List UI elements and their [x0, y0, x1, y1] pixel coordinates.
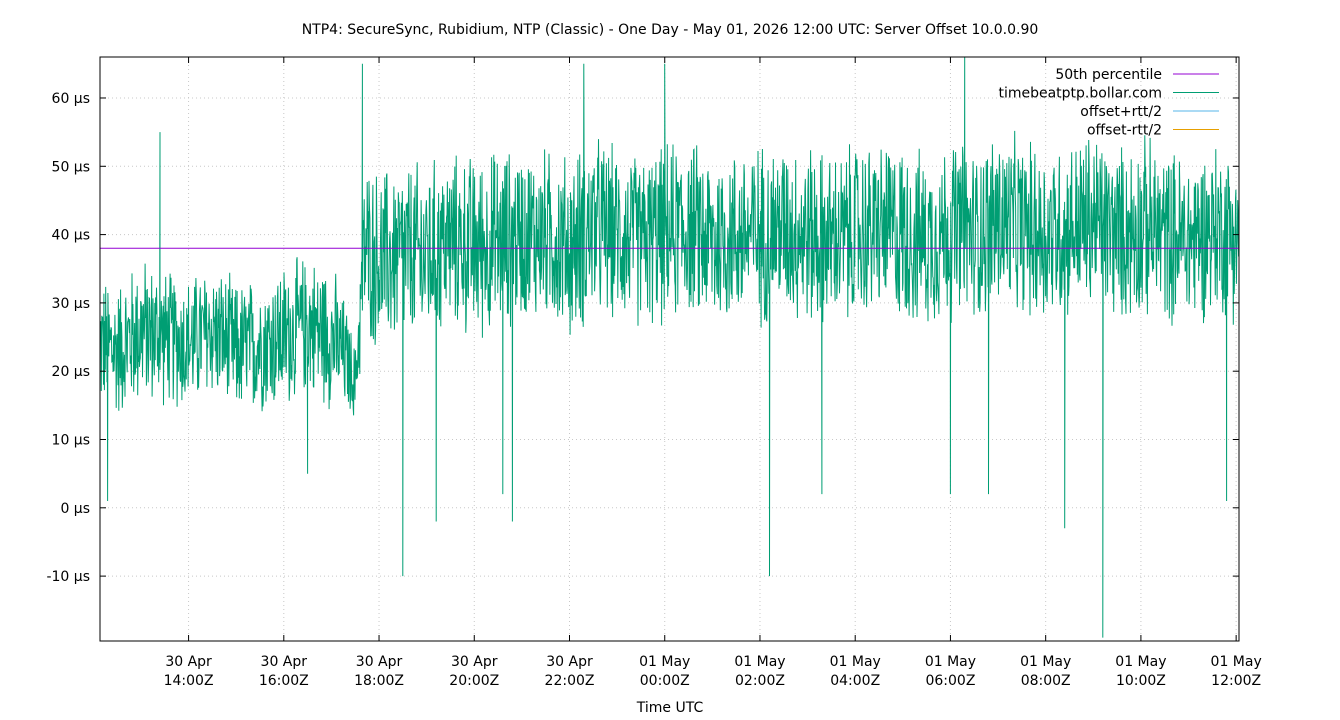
- x-tick-label-date: 30 Apr: [356, 654, 403, 670]
- x-tick-label-date: 01 May: [830, 654, 881, 670]
- x-tick-label-date: 01 May: [639, 654, 690, 670]
- y-tick-label: 0 µs: [60, 501, 90, 517]
- y-tick-label: 40 µs: [52, 228, 90, 244]
- x-tick-label-date: 30 Apr: [546, 654, 593, 670]
- x-tick-label-date: 01 May: [1211, 654, 1262, 670]
- x-tick-label-time: 00:00Z: [640, 673, 690, 689]
- x-tick-label-time: 08:00Z: [1021, 673, 1071, 689]
- legend-label: offset-rtt/2: [1087, 123, 1162, 139]
- legend-label: offset+rtt/2: [1080, 104, 1162, 120]
- y-tick-label: 10 µs: [52, 433, 90, 449]
- x-tick-label-date: 01 May: [734, 654, 785, 670]
- chart-title: NTP4: SecureSync, Rubidium, NTP (Classic…: [302, 22, 1039, 38]
- series-layer: [100, 57, 1239, 638]
- plot-frame: [99, 56, 1240, 642]
- x-tick-label-time: 10:00Z: [1116, 673, 1166, 689]
- x-tick-label-time: 04:00Z: [830, 673, 880, 689]
- x-tick-label-date: 01 May: [925, 654, 976, 670]
- y-tick-label: 60 µs: [52, 91, 90, 107]
- y-tick-label: 50 µs: [52, 159, 90, 175]
- x-tick-label-date: 30 Apr: [165, 654, 212, 670]
- legend-label: 50th percentile: [1055, 67, 1162, 83]
- x-tick-label-time: 14:00Z: [164, 673, 214, 689]
- plot-area: [100, 57, 1239, 638]
- x-tick-label-time: 16:00Z: [259, 673, 309, 689]
- x-tick-label-date: 30 Apr: [261, 654, 308, 670]
- y-tick-label: -10 µs: [46, 569, 90, 585]
- x-tick-label-date: 30 Apr: [451, 654, 498, 670]
- legend-label: timebeatptp.bollar.com: [998, 86, 1162, 102]
- x-tick-label-time: 06:00Z: [925, 673, 975, 689]
- x-tick-label-time: 22:00Z: [545, 673, 595, 689]
- legend: 50th percentile timebeatptp.bollar.com off…: [998, 67, 1219, 139]
- series-line-offset: [100, 57, 1239, 638]
- x-tick-label-time: 02:00Z: [735, 673, 785, 689]
- x-axis: 30 Apr 14:00Z 30 Apr 16:00Z 30 Apr 18:00Z 30 A…: [164, 57, 1262, 689]
- x-tick-label-time: 20:00Z: [449, 673, 499, 689]
- x-tick-label-time: 12:00Z: [1211, 673, 1261, 689]
- y-tick-label: 30 µs: [52, 296, 90, 312]
- y-axis: -10 µs 0 µs 10 µs 20 µs 30 µs 40 µs 50 µs 60 µs: [46, 91, 1239, 585]
- x-axis-label: Time UTC: [636, 700, 704, 716]
- x-tick-label-date: 01 May: [1115, 654, 1166, 670]
- y-tick-label: 20 µs: [52, 364, 90, 380]
- x-tick-label-date: 01 May: [1020, 654, 1071, 670]
- x-tick-label-time: 18:00Z: [354, 673, 404, 689]
